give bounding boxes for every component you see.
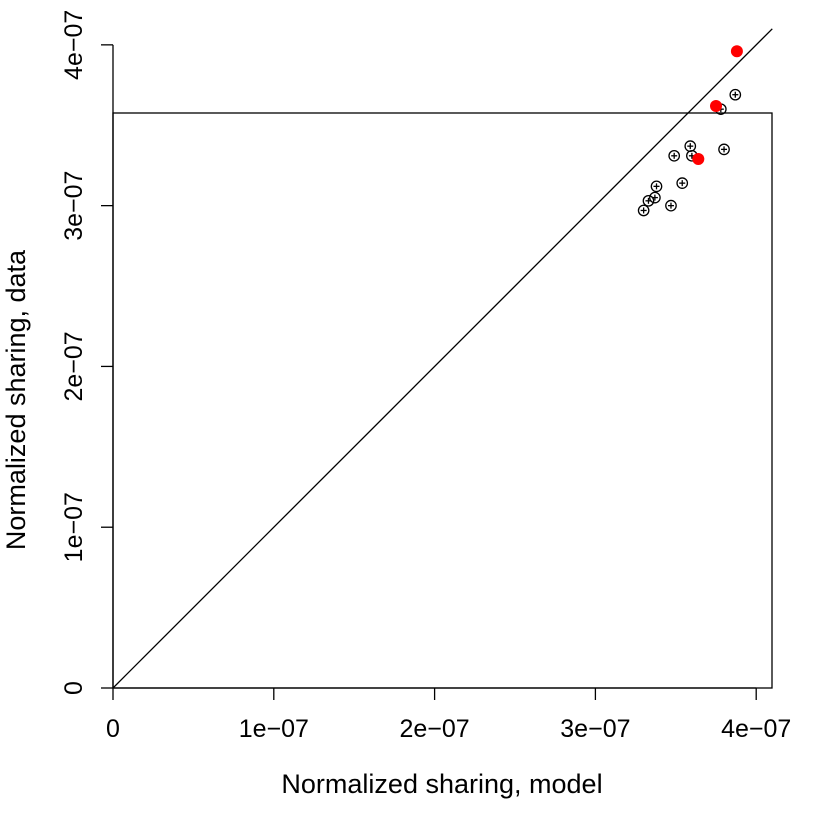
data-point-circle-plus	[684, 140, 697, 153]
data-point-red	[692, 153, 705, 166]
marker-circle	[642, 194, 655, 207]
x-tick-label: 2e−07	[399, 715, 469, 743]
y-tick-label: 2e−07	[60, 331, 88, 401]
x-tick-label: 1e−07	[239, 715, 309, 743]
data-point-circle-plus	[637, 204, 650, 217]
data-point-circle-plus	[665, 199, 677, 212]
x-tick-label: 3e−07	[560, 715, 630, 743]
plot-frame	[112, 112, 773, 689]
data-point-circle-plus	[718, 143, 730, 156]
marker-circle	[676, 177, 689, 189]
data-point-red	[730, 45, 743, 58]
y-tick-label: 3e−07	[60, 171, 88, 241]
reference-line-layer	[112, 28, 773, 689]
marker-circle	[649, 191, 661, 204]
y-axis: 0 1e−07 2e−07 3e−07 4e−07	[60, 10, 114, 695]
data-point-circle-plus	[650, 180, 663, 193]
data-point-circle-plus	[668, 149, 681, 162]
y-tick-label: 1e−07	[60, 492, 88, 562]
marker-circle	[729, 88, 742, 101]
marker-circle	[718, 143, 730, 156]
marker-circle	[668, 149, 681, 162]
x-axis: 0 1e−07 2e−07 3e−07 4e−07	[106, 687, 791, 743]
y-axis-title: Normalized sharing, data	[1, 249, 31, 550]
y-tick-label: 0	[60, 681, 88, 695]
marker-circle	[637, 204, 650, 217]
y-tick-label: 4e−07	[60, 10, 88, 80]
data-point-circle-plus	[729, 88, 742, 101]
marker-circle	[650, 180, 663, 193]
data-point-circle-plus	[649, 191, 661, 204]
x-tick-label: 4e−07	[721, 715, 791, 743]
identity-line	[112, 28, 773, 689]
data-point-red	[710, 99, 722, 112]
x-tick-label: 0	[106, 715, 120, 743]
x-axis-title: Normalized sharing, model	[281, 769, 602, 799]
marker-circle	[665, 199, 677, 212]
data-point-circle-plus	[676, 177, 689, 189]
points-layer	[637, 45, 743, 217]
